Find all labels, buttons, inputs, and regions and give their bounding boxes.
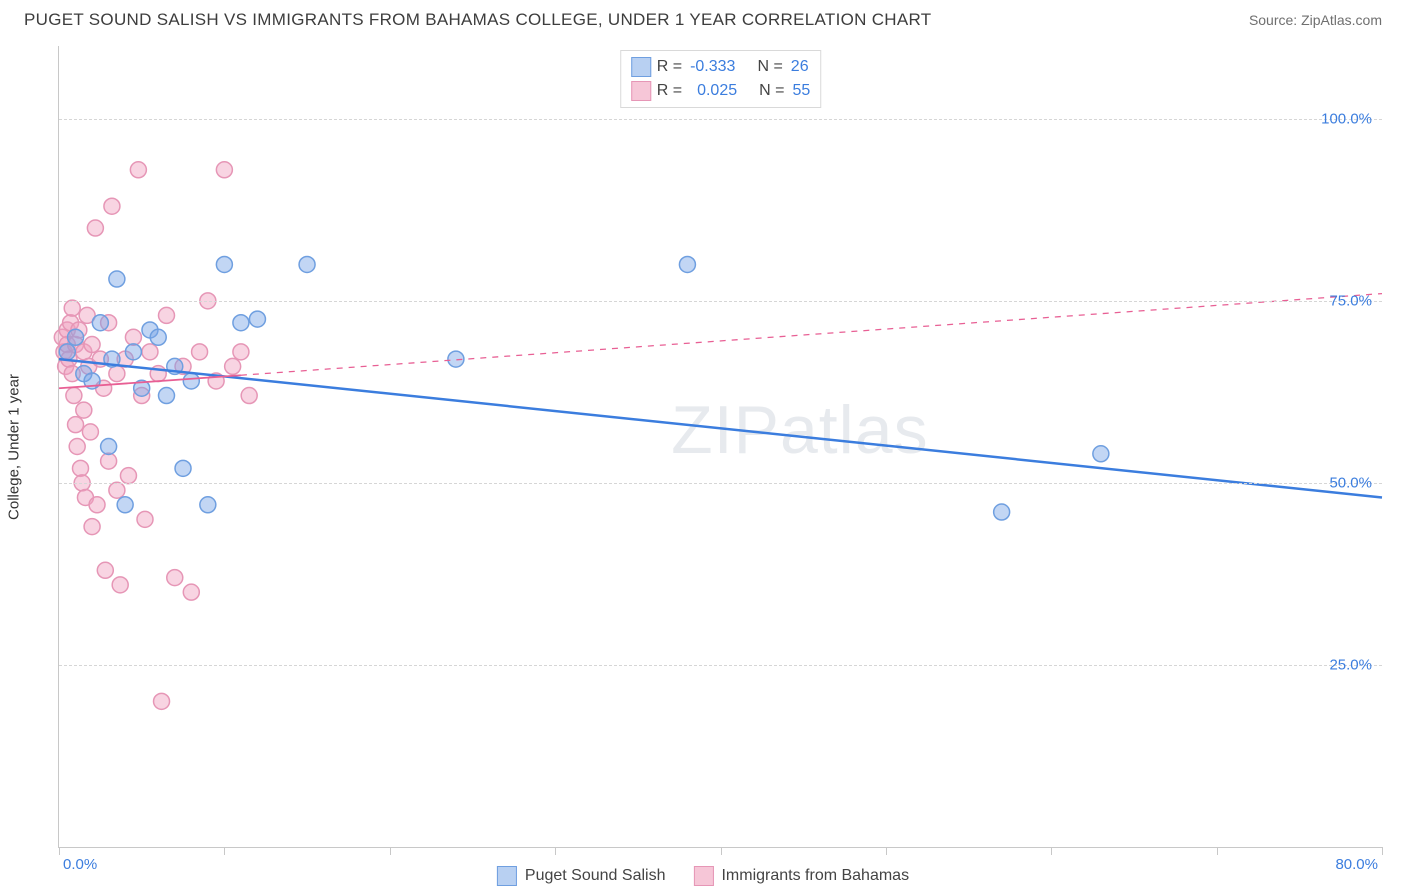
data-point xyxy=(192,344,208,360)
legend-label-series2: Immigrants from Bahamas xyxy=(721,867,909,885)
legend-row-series2: R = 0.025 N = 55 xyxy=(631,79,811,103)
n-label: N = xyxy=(759,82,784,100)
data-point xyxy=(68,329,84,345)
data-point xyxy=(233,315,249,331)
trend-line xyxy=(59,359,1382,497)
data-point xyxy=(101,453,117,469)
data-point xyxy=(1093,446,1109,462)
data-point xyxy=(101,439,117,455)
gridline xyxy=(59,119,1382,120)
x-tick xyxy=(59,847,60,855)
r-value-series1: -0.333 xyxy=(690,58,735,76)
data-point xyxy=(142,344,158,360)
n-label: N = xyxy=(757,58,782,76)
chart-title: PUGET SOUND SALISH VS IMMIGRANTS FROM BA… xyxy=(24,10,931,30)
r-label: R = xyxy=(657,58,682,76)
data-point xyxy=(225,358,241,374)
x-tick xyxy=(1382,847,1383,855)
data-point xyxy=(112,577,128,593)
x-tick xyxy=(390,847,391,855)
chart-header: PUGET SOUND SALISH VS IMMIGRANTS FROM BA… xyxy=(0,0,1406,36)
y-axis-label: College, Under 1 year xyxy=(6,374,23,520)
trend-line-extrapolated xyxy=(241,294,1382,376)
plot-region: ZIPatlas R = -0.333 N = 26 R = 0.025 N =… xyxy=(58,46,1382,848)
data-point xyxy=(89,497,105,513)
data-point xyxy=(76,402,92,418)
data-point xyxy=(66,388,82,404)
data-point xyxy=(84,519,100,535)
data-point xyxy=(130,162,146,178)
data-point xyxy=(167,570,183,586)
data-point xyxy=(69,439,85,455)
swatch-series2-bottom xyxy=(693,866,713,886)
legend-row-series1: R = -0.333 N = 26 xyxy=(631,55,811,79)
data-point xyxy=(97,562,113,578)
legend-item-series2: Immigrants from Bahamas xyxy=(693,866,909,886)
data-point xyxy=(64,300,80,316)
data-point xyxy=(109,366,125,382)
x-tick xyxy=(886,847,887,855)
r-value-series2: 0.025 xyxy=(697,82,737,100)
y-tick-label: 25.0% xyxy=(1329,656,1372,673)
data-point xyxy=(109,482,125,498)
x-tick xyxy=(1217,847,1218,855)
legend-series: Puget Sound Salish Immigrants from Baham… xyxy=(497,866,909,886)
x-max-label: 80.0% xyxy=(1335,856,1378,873)
data-point xyxy=(68,417,84,433)
data-point xyxy=(82,424,98,440)
swatch-series1 xyxy=(631,57,651,77)
data-point xyxy=(104,198,120,214)
y-tick-label: 75.0% xyxy=(1329,292,1372,309)
data-point xyxy=(183,373,199,389)
svg-layer xyxy=(59,46,1382,847)
data-point xyxy=(679,256,695,272)
gridline xyxy=(59,665,1382,666)
data-point xyxy=(120,468,136,484)
chart-area: College, Under 1 year ZIPatlas R = -0.33… xyxy=(24,46,1382,848)
swatch-series2 xyxy=(631,81,651,101)
data-point xyxy=(59,344,75,360)
data-point xyxy=(175,460,191,476)
data-point xyxy=(150,329,166,345)
data-point xyxy=(299,256,315,272)
legend-item-series1: Puget Sound Salish xyxy=(497,866,666,886)
y-tick-label: 50.0% xyxy=(1329,474,1372,491)
data-point xyxy=(137,511,153,527)
x-tick xyxy=(1051,847,1052,855)
x-tick xyxy=(555,847,556,855)
data-point xyxy=(233,344,249,360)
y-tick-label: 100.0% xyxy=(1321,110,1372,127)
data-point xyxy=(183,584,199,600)
data-point xyxy=(109,271,125,287)
legend-correlation: R = -0.333 N = 26 R = 0.025 N = 55 xyxy=(620,50,822,108)
n-value-series1: 26 xyxy=(791,58,809,76)
data-point xyxy=(216,256,232,272)
x-tick xyxy=(224,847,225,855)
x-tick xyxy=(721,847,722,855)
swatch-series1-bottom xyxy=(497,866,517,886)
data-point xyxy=(158,307,174,323)
x-min-label: 0.0% xyxy=(63,856,97,873)
data-point xyxy=(72,460,88,476)
gridline xyxy=(59,483,1382,484)
data-point xyxy=(200,497,216,513)
data-point xyxy=(158,388,174,404)
legend-label-series1: Puget Sound Salish xyxy=(525,867,666,885)
r-label: R = xyxy=(657,82,682,100)
data-point xyxy=(249,311,265,327)
data-point xyxy=(87,220,103,236)
data-point xyxy=(216,162,232,178)
data-point xyxy=(125,344,141,360)
data-point xyxy=(241,388,257,404)
source-attribution: Source: ZipAtlas.com xyxy=(1249,12,1382,28)
data-point xyxy=(92,315,108,331)
data-point xyxy=(994,504,1010,520)
n-value-series2: 55 xyxy=(792,82,810,100)
data-point xyxy=(125,329,141,345)
data-point xyxy=(117,497,133,513)
gridline xyxy=(59,301,1382,302)
data-point xyxy=(154,693,170,709)
data-point xyxy=(84,337,100,353)
